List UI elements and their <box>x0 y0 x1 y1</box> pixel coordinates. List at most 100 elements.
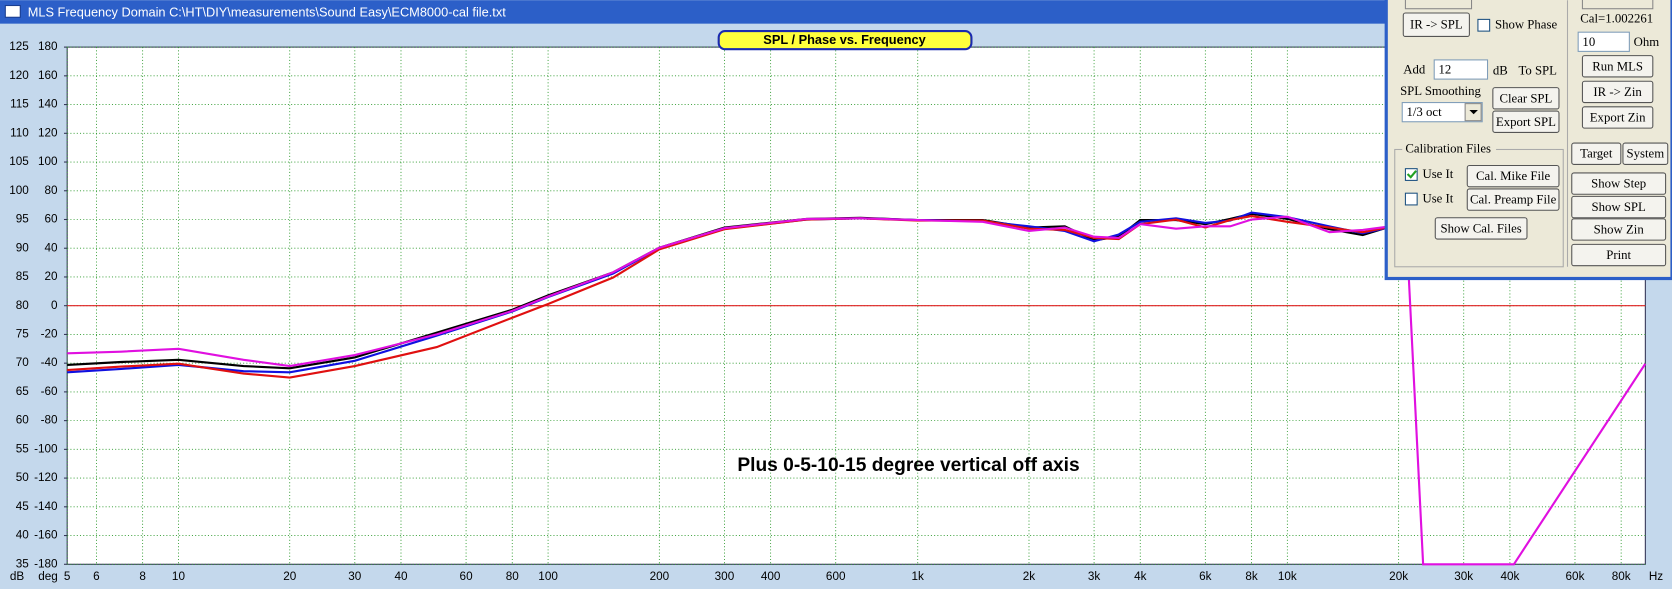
y-tick-label: 75 <box>16 328 30 341</box>
x-tick-label: 10 <box>172 570 186 583</box>
button-label[interactable]: Print <box>1606 248 1631 262</box>
x-tick-label: 60 <box>460 570 474 583</box>
button-cut <box>1581 0 1654 10</box>
label: Use It <box>1422 167 1453 181</box>
button-label[interactable]: Show Step <box>1591 177 1646 191</box>
button[interactable] <box>1571 172 1667 195</box>
x-tick-label: 5 <box>64 570 71 583</box>
y2-tick-label: 140 <box>38 98 58 111</box>
button[interactable] <box>1571 142 1622 165</box>
button[interactable] <box>1581 55 1654 78</box>
label: Show Phase <box>1495 18 1557 32</box>
x-tick-label: 20 <box>283 570 297 583</box>
input[interactable] <box>1577 31 1630 52</box>
y2-tick-label: -20 <box>41 328 58 341</box>
window-title: MLS Frequency Domain C:\HT\DIY\measureme… <box>28 4 507 19</box>
button-label[interactable]: IR -> Zin <box>1593 85 1642 99</box>
group-label-bg <box>1402 142 1497 157</box>
button-label[interactable]: Export SPL <box>1496 115 1556 129</box>
checkbox[interactable] <box>1404 192 1418 206</box>
button[interactable] <box>1622 142 1669 165</box>
button-label[interactable]: Show Cal. Files <box>1440 221 1521 235</box>
y2-tick-label: -140 <box>34 500 58 513</box>
y-tick-label: 40 <box>16 529 30 542</box>
y-tick-label: 125 <box>9 40 29 53</box>
chart-title-box <box>717 30 973 51</box>
y2-tick-label: 80 <box>45 184 59 197</box>
button[interactable] <box>1571 218 1667 241</box>
y2-tick-label: -80 <box>41 414 58 427</box>
y2-tick-label: -60 <box>41 385 58 398</box>
button[interactable] <box>1581 106 1654 129</box>
checkbox[interactable] <box>1404 168 1418 181</box>
label: Add <box>1403 63 1426 77</box>
y-tick-label: 70 <box>16 356 30 369</box>
y-tick-label: 55 <box>16 442 30 455</box>
y2-tick-label: -120 <box>34 471 58 484</box>
y2-tick-label: 0 <box>51 299 58 312</box>
input-value[interactable]: 12 <box>1438 63 1451 77</box>
checkmark <box>1406 170 1417 179</box>
button-label[interactable]: Show SPL <box>1592 200 1647 214</box>
button-label[interactable]: Target <box>1580 147 1613 161</box>
button-label[interactable]: Clear SPL <box>1499 91 1552 105</box>
button-label[interactable]: Run MLS <box>1592 59 1643 73</box>
button-label[interactable]: Show Zin <box>1594 222 1645 236</box>
y-tick-label: 105 <box>9 155 29 168</box>
input-value[interactable]: 10 <box>1582 35 1595 49</box>
y-tick-label: 90 <box>16 241 30 254</box>
x-tick-label: 600 <box>826 570 846 583</box>
x-tick-label: 6 <box>93 570 100 583</box>
button[interactable] <box>1434 217 1528 240</box>
y-tick-label: 35 <box>16 557 30 570</box>
y2-tick-label: 120 <box>38 126 58 139</box>
x-tick-label: 10k <box>1278 570 1297 583</box>
button[interactable] <box>1466 188 1560 211</box>
y2-tick-label: 20 <box>45 270 59 283</box>
annotation: Plus 0-5-10-15 degree vertical off axis <box>737 455 1079 476</box>
y-tick-label: 110 <box>10 126 29 139</box>
x-axis-label: Hz <box>1649 570 1663 583</box>
y2-tick-label: -160 <box>34 529 58 542</box>
y-tick-label: 120 <box>9 69 29 82</box>
arrow <box>1469 110 1478 115</box>
label: Cal=1.002261 <box>1580 11 1653 25</box>
y2-tick-label: -100 <box>34 442 58 455</box>
button-label[interactable]: System <box>1627 147 1665 161</box>
label: SPL Smoothing <box>1400 84 1481 98</box>
x-tick-label: 300 <box>715 570 735 583</box>
button[interactable] <box>1466 164 1560 188</box>
input[interactable] <box>1433 59 1489 80</box>
y2-tick-label: 60 <box>45 213 59 226</box>
button-label[interactable]: Export Zin <box>1590 110 1646 124</box>
x-tick-label: 400 <box>761 570 781 583</box>
button[interactable] <box>1571 243 1667 267</box>
button[interactable] <box>1402 12 1470 37</box>
series-line <box>67 215 1647 566</box>
y-axis-label: dB <box>10 570 25 583</box>
x-tick-label: 6k <box>1199 570 1212 583</box>
button-label[interactable]: Cal. Mike File <box>1476 169 1551 183</box>
checkbox[interactable] <box>1477 18 1491 32</box>
input[interactable] <box>1401 102 1483 123</box>
y-tick-label: 50 <box>16 471 30 484</box>
x-tick-label: 100 <box>538 570 558 583</box>
button[interactable] <box>1492 110 1560 133</box>
x-tick-label: 2k <box>1023 570 1036 583</box>
y-tick-label: 100 <box>9 184 29 197</box>
x-tick-label: 60k <box>1566 570 1585 583</box>
y2-tick-label: 180 <box>38 40 58 53</box>
button-label[interactable]: Cal. Preamp File <box>1470 193 1557 207</box>
input-value[interactable]: 1/3 oct <box>1406 105 1442 119</box>
label: Use It <box>1422 192 1453 206</box>
y2-tick-label: 160 <box>38 69 58 82</box>
button[interactable] <box>1581 80 1654 104</box>
button-label[interactable]: IR -> SPL <box>1410 18 1463 32</box>
x-tick-label: 200 <box>650 570 670 583</box>
y2-tick-label: -180 <box>34 557 58 570</box>
button[interactable] <box>1492 87 1560 110</box>
button[interactable] <box>1571 195 1667 219</box>
y-tick-label: 60 <box>16 414 30 427</box>
